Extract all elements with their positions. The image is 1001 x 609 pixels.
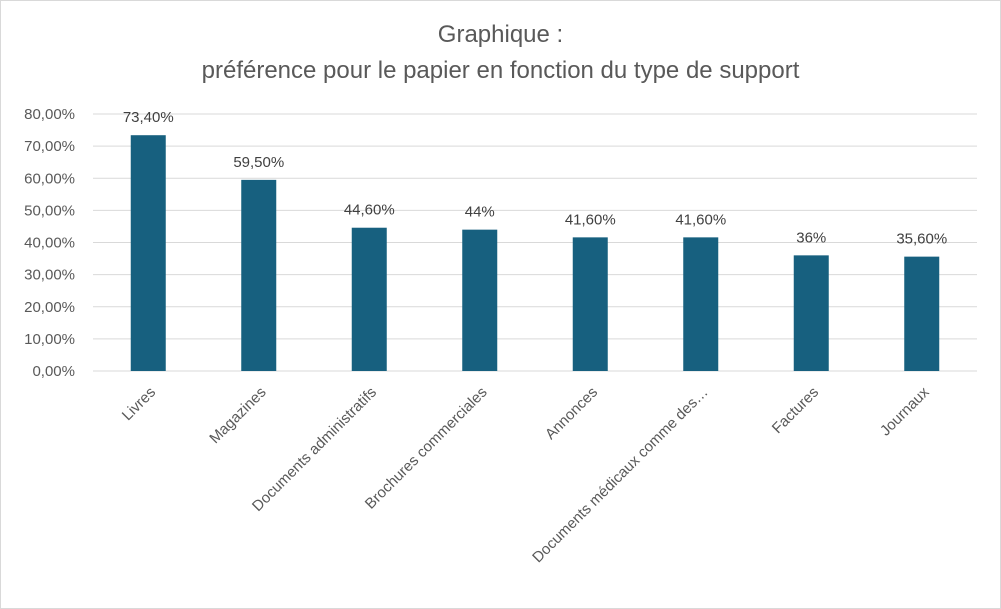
x-category-label: Documents administratifs <box>249 384 380 515</box>
x-category-label: Factures <box>769 384 822 437</box>
y-tick-label: 80,00% <box>24 106 75 123</box>
data-label: 44,60% <box>344 202 395 219</box>
data-labels: 73,40% 59,50% 44,60% 44% 41,60% 41,60% 36% 35,6… <box>123 109 947 247</box>
bar <box>683 237 719 371</box>
bar <box>462 229 498 371</box>
y-tick-label: 20,00% <box>24 299 75 316</box>
bar <box>130 135 166 371</box>
bar <box>241 179 277 371</box>
data-label: 41,60% <box>565 211 616 228</box>
x-category-label: Magazines <box>206 384 269 447</box>
chart-subtitle: préférence pour le papier en fonction du… <box>201 57 800 84</box>
data-label: 73,40% <box>123 109 174 126</box>
x-category-label: Documents médicaux comme des… <box>529 384 711 566</box>
y-tick-label: 60,00% <box>24 170 75 187</box>
x-category-label: Brochures commerciales <box>362 384 491 513</box>
y-axis-tick-labels: 0,00% 10,00% 20,00% 30,00% 40,00% 50,00% 60,00… <box>24 106 75 380</box>
y-tick-label: 30,00% <box>24 267 75 284</box>
y-tick-label: 10,00% <box>24 331 75 348</box>
data-label: 35,60% <box>896 231 947 248</box>
y-tick-label: 50,00% <box>24 202 75 219</box>
gridlines <box>93 113 977 372</box>
bar <box>904 256 940 371</box>
x-category-label: Journaux <box>877 383 933 439</box>
data-label: 36% <box>796 229 826 246</box>
y-tick-label: 40,00% <box>24 235 75 252</box>
x-category-label: Annonces <box>542 384 601 443</box>
data-label: 59,50% <box>233 154 284 171</box>
data-label: 41,60% <box>675 211 726 228</box>
bars <box>130 135 940 371</box>
y-tick-label: 70,00% <box>24 138 75 155</box>
bar <box>351 227 387 371</box>
bar <box>793 255 829 371</box>
x-category-label: Livres <box>119 384 159 424</box>
chart-title: Graphique : <box>437 21 564 48</box>
y-tick-label: 0,00% <box>32 363 75 380</box>
bar <box>572 237 608 371</box>
data-label: 44% <box>465 204 495 221</box>
